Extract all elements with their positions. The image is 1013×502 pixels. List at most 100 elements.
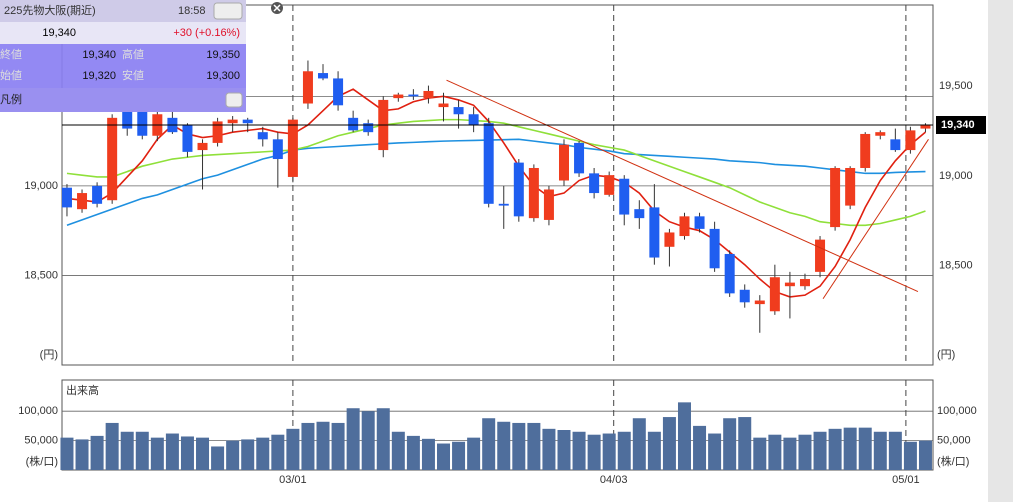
candle-body: [393, 94, 404, 99]
volume-bar: [135, 431, 149, 470]
volume-bar: [346, 408, 360, 470]
volume-bar: [512, 422, 526, 470]
info-label: 安値: [122, 68, 144, 82]
volume-bar: [708, 433, 722, 470]
candle-body: [453, 107, 464, 115]
candle-body: [679, 216, 690, 237]
x-tick-label: 04/03: [600, 474, 628, 486]
info-value: 19,300: [206, 70, 240, 82]
info-button[interactable]: [213, 2, 243, 20]
volume-bar: [180, 436, 194, 470]
candle-body: [709, 228, 720, 269]
candle-body: [122, 103, 133, 129]
volume-bar: [452, 441, 466, 470]
volume-bar: [858, 427, 872, 470]
moving-average: [66, 118, 926, 227]
volume-bar: [677, 402, 691, 470]
candle-body: [408, 94, 419, 97]
info-panel: 225先物大阪(期近) 18:58 19,340 +30 (+0.16%) 終値…: [0, 0, 246, 112]
candle-body: [784, 282, 795, 287]
volume-bar: [75, 439, 89, 470]
candle-body: [890, 139, 901, 151]
candle-body: [423, 90, 434, 99]
y-unit-label: (円): [937, 349, 955, 361]
volume-bar: [361, 411, 375, 470]
y-tick-label: 100,000: [937, 405, 977, 417]
candle-body: [333, 78, 344, 106]
volume-bar: [798, 434, 812, 470]
candle-body: [905, 130, 916, 151]
volume-bar: [828, 428, 842, 470]
info-time: 18:58: [178, 5, 206, 17]
candle-body: [77, 193, 88, 210]
volume-bar: [647, 431, 661, 470]
info-price-row: [0, 22, 246, 44]
y-unit-label: (株/口): [937, 454, 969, 468]
legend-dropdown[interactable]: [225, 92, 243, 108]
y-tick-label: 18,500: [939, 259, 973, 271]
candle-body: [61, 187, 72, 208]
volume-bar: [632, 418, 646, 470]
candle-body: [694, 216, 705, 229]
x-tick-label: 03/01: [279, 474, 307, 486]
y-tick-label: 19,000: [24, 180, 58, 192]
candle-body: [348, 117, 359, 131]
candle-body: [257, 132, 268, 140]
candle-body: [724, 253, 735, 294]
volume-bar: [421, 438, 435, 470]
candle-body: [137, 105, 148, 136]
candle-body: [302, 71, 313, 104]
candle-body: [558, 144, 569, 181]
info-legend-row: [0, 88, 246, 112]
candle-body: [438, 103, 449, 108]
candle-body: [468, 114, 479, 125]
volume-bar: [768, 434, 782, 470]
volume-bar: [391, 431, 405, 470]
volume-bar: [301, 422, 315, 470]
candle-body: [815, 239, 826, 272]
volume-bar: [527, 422, 541, 470]
candle-body: [212, 121, 223, 143]
volume-bar: [693, 425, 707, 470]
volume-bar: [617, 431, 631, 470]
volume-bar: [437, 443, 451, 470]
candle-body: [498, 203, 509, 206]
volume-bar: [406, 435, 420, 470]
volume-bar: [211, 446, 225, 470]
volume-bar: [918, 440, 932, 470]
last-price-label: 19,340: [941, 119, 975, 131]
candle-body: [528, 167, 539, 219]
y-unit-label: (株/口): [26, 454, 58, 468]
volume-bar: [256, 437, 270, 470]
candle-body: [513, 162, 524, 217]
info-label: 終値: [0, 47, 22, 61]
candle-body: [649, 207, 660, 258]
candle-body: [739, 289, 750, 303]
volume-bar: [542, 428, 556, 470]
volume-bar: [572, 431, 586, 470]
volume-bar: [226, 440, 240, 470]
scrollbar: [988, 0, 1013, 502]
candle-body: [754, 300, 765, 305]
y-tick-label: 50,000: [937, 434, 971, 446]
candle-body: [483, 123, 494, 204]
volume-bar: [497, 421, 511, 470]
close-icon: [273, 4, 281, 12]
info-label: 始値: [0, 68, 22, 82]
volume-bar: [467, 437, 481, 470]
candle-body: [318, 73, 329, 79]
volume-bar: [557, 430, 571, 470]
volume-bar: [165, 433, 179, 470]
info-title: 225先物大阪(期近): [4, 3, 96, 17]
volume-bar: [331, 422, 345, 470]
volume-bar: [753, 437, 767, 470]
volume-bar: [150, 437, 164, 470]
candle-body: [197, 142, 208, 151]
volume-bar: [482, 418, 496, 470]
y-tick-label: 50,000: [24, 434, 58, 446]
candle-body: [619, 178, 630, 215]
volume-bar: [903, 441, 917, 470]
candle-body: [242, 119, 253, 124]
info-header: [0, 0, 246, 22]
